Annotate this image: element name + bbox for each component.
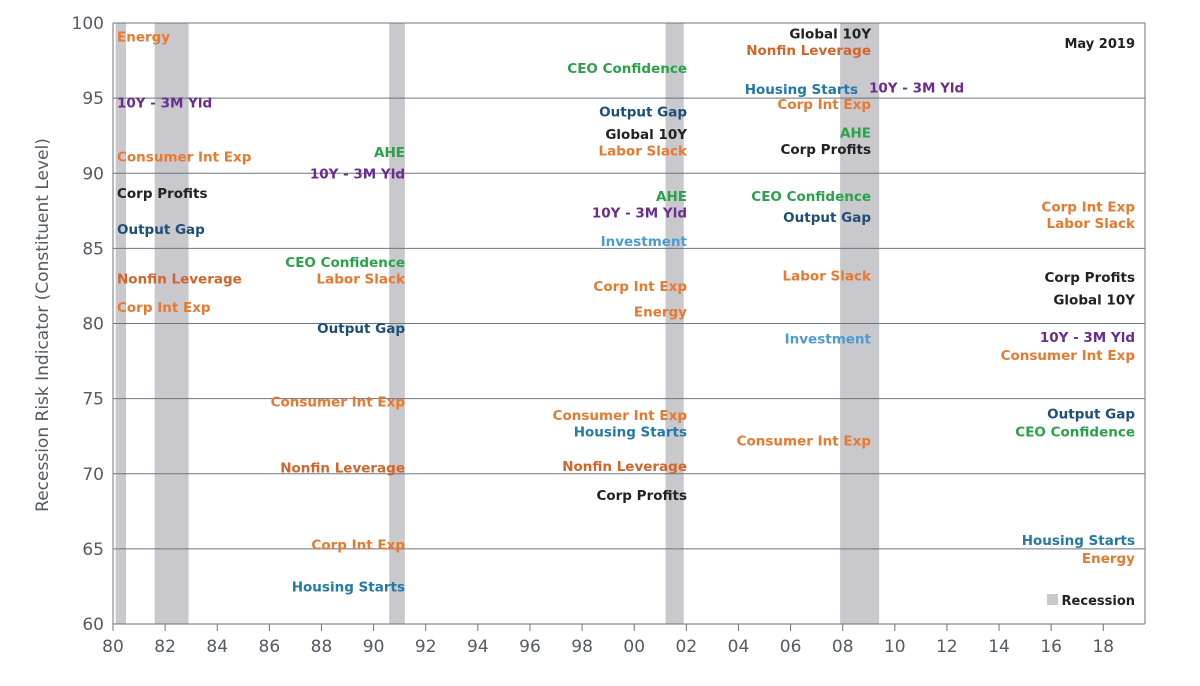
x-tick-label: 92 bbox=[415, 637, 437, 657]
indicator-label: Housing Starts bbox=[745, 82, 858, 98]
indicator-label: 10Y - 3M Yld bbox=[117, 96, 212, 112]
indicator-label: Labor Slack bbox=[1047, 216, 1136, 232]
indicator-label: Corp Profits bbox=[780, 142, 871, 158]
y-tick-label: 70 bbox=[82, 465, 104, 485]
indicator-label: Global 10Y bbox=[605, 127, 687, 143]
axes: Recession Risk Indicator (Constituent Le… bbox=[33, 14, 1146, 657]
indicator-label: Consumer Int Exp bbox=[1001, 348, 1136, 364]
legend-recession-swatch bbox=[1047, 594, 1058, 605]
y-tick-label: 75 bbox=[82, 390, 104, 410]
indicator-label: Energy bbox=[1082, 551, 1135, 567]
indicator-label: Corp Int Exp bbox=[593, 279, 687, 295]
x-tick-label: 94 bbox=[467, 637, 489, 657]
x-tick-label: 14 bbox=[988, 637, 1010, 657]
indicator-label: Labor Slack bbox=[783, 268, 872, 284]
y-tick-label: 85 bbox=[82, 239, 104, 259]
x-tick-label: 00 bbox=[623, 637, 645, 657]
x-tick-label: 90 bbox=[363, 637, 385, 657]
x-tick-label: 18 bbox=[1092, 637, 1114, 657]
indicator-label: Global 10Y bbox=[1053, 292, 1135, 308]
indicator-label: Consumer Int Exp bbox=[737, 434, 872, 450]
x-tick-label: 98 bbox=[571, 637, 593, 657]
x-tick-label: 02 bbox=[676, 637, 698, 657]
y-axis-label: Recession Risk Indicator (Constituent Le… bbox=[33, 138, 53, 512]
indicator-label: 10Y - 3M Yld bbox=[1040, 330, 1135, 346]
x-tick-label: 86 bbox=[259, 637, 281, 657]
indicator-label: Corp Int Exp bbox=[777, 97, 871, 113]
indicator-label: Corp Int Exp bbox=[311, 537, 405, 553]
indicator-label: Energy bbox=[117, 30, 170, 46]
indicator-label: Corp Profits bbox=[1044, 270, 1135, 286]
x-tick-label: 96 bbox=[519, 637, 541, 657]
date-label: May 2019 bbox=[1065, 37, 1136, 52]
y-tick-label: 90 bbox=[82, 164, 104, 184]
indicator-label: Consumer Int Exp bbox=[271, 395, 406, 411]
indicator-label: Corp Profits bbox=[596, 488, 687, 504]
indicator-label: Output Gap bbox=[783, 210, 871, 226]
indicator-label: Housing Starts bbox=[574, 425, 687, 441]
x-tick-label: 06 bbox=[780, 637, 802, 657]
indicator-label: Nonfin Leverage bbox=[562, 459, 687, 475]
x-tick-label: 10 bbox=[884, 637, 906, 657]
indicator-label: 10Y - 3M Yld bbox=[310, 166, 405, 182]
x-tick-label: 12 bbox=[936, 637, 958, 657]
x-tick-label: 88 bbox=[311, 637, 333, 657]
chart-annotations: May 2019 Recession bbox=[1047, 37, 1135, 609]
indicator-label: CEO Confidence bbox=[567, 61, 687, 77]
indicator-label: 10Y - 3M Yld bbox=[592, 205, 687, 221]
indicator-label: Investment bbox=[601, 234, 688, 250]
indicator-label: CEO Confidence bbox=[751, 189, 871, 205]
indicator-label: CEO Confidence bbox=[1015, 425, 1135, 441]
indicator-label: CEO Confidence bbox=[285, 255, 405, 271]
indicator-label: Nonfin Leverage bbox=[280, 461, 405, 477]
y-tick-label: 60 bbox=[82, 615, 104, 635]
x-tick-label: 84 bbox=[206, 637, 228, 657]
indicator-label: Consumer Int Exp bbox=[117, 150, 252, 166]
x-tick-label: 80 bbox=[102, 637, 124, 657]
x-tick-label: 82 bbox=[154, 637, 176, 657]
indicator-label: Investment bbox=[785, 332, 872, 348]
indicator-label: Output Gap bbox=[599, 105, 687, 121]
indicator-label: Global 10Y bbox=[789, 27, 871, 43]
indicator-label: AHE bbox=[656, 189, 687, 205]
indicator-label: Corp Int Exp bbox=[1041, 199, 1135, 215]
x-tick-label: 04 bbox=[728, 637, 750, 657]
indicator-label: Nonfin Leverage bbox=[746, 43, 871, 59]
indicator-label: Output Gap bbox=[317, 321, 405, 337]
y-tick-label: 100 bbox=[72, 14, 104, 34]
indicator-label: Output Gap bbox=[117, 222, 205, 238]
legend-recession-label: Recession bbox=[1062, 594, 1135, 609]
indicator-label: Housing Starts bbox=[292, 579, 405, 595]
indicator-label: AHE bbox=[840, 126, 871, 142]
indicator-label: AHE bbox=[374, 145, 405, 161]
indicator-label: Nonfin Leverage bbox=[117, 271, 242, 287]
indicator-label: Corp Profits bbox=[117, 186, 208, 202]
y-tick-label: 65 bbox=[82, 540, 104, 560]
x-tick-label: 16 bbox=[1040, 637, 1062, 657]
y-tick-label: 80 bbox=[82, 315, 104, 335]
indicator-label: Consumer Int Exp bbox=[553, 408, 688, 424]
y-tick-label: 95 bbox=[82, 89, 104, 109]
indicator-label: Energy bbox=[634, 304, 687, 320]
indicator-labels: Energy 10Y - 3M Yld Consumer Int Exp Corp P… bbox=[117, 27, 1136, 596]
indicator-label: Labor Slack bbox=[317, 271, 406, 287]
x-tick-label: 08 bbox=[832, 637, 854, 657]
indicator-label: Output Gap bbox=[1047, 407, 1135, 423]
indicator-label: Labor Slack bbox=[599, 144, 688, 160]
indicator-label: Corp Int Exp bbox=[117, 300, 211, 316]
indicator-label: Housing Starts bbox=[1022, 533, 1135, 549]
indicator-label: 10Y - 3M Yld bbox=[869, 81, 964, 97]
